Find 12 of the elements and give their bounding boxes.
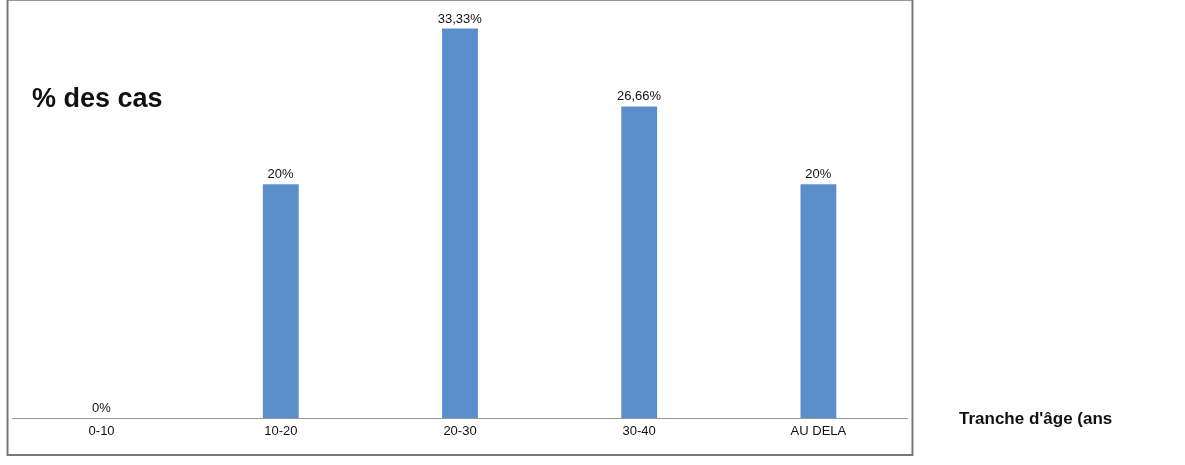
data-label: 33,33% — [437, 10, 483, 26]
data-label: 0% — [91, 400, 112, 415]
x-tick-label: AU DELA — [790, 422, 847, 438]
x-tick-label: 0-10 — [88, 422, 115, 438]
y-axis-title: % des cas — [32, 83, 163, 113]
data-label: 20% — [805, 166, 832, 182]
data-label: 20% — [267, 166, 295, 182]
x-axis-title: Tranche d'âge (ans — [959, 409, 1113, 428]
x-tick-label: 10-20 — [264, 422, 298, 438]
data-label: 26,66% — [616, 88, 662, 104]
x-tick-label: 20-30 — [443, 422, 477, 438]
x-tick-label: 30-40 — [622, 422, 656, 438]
